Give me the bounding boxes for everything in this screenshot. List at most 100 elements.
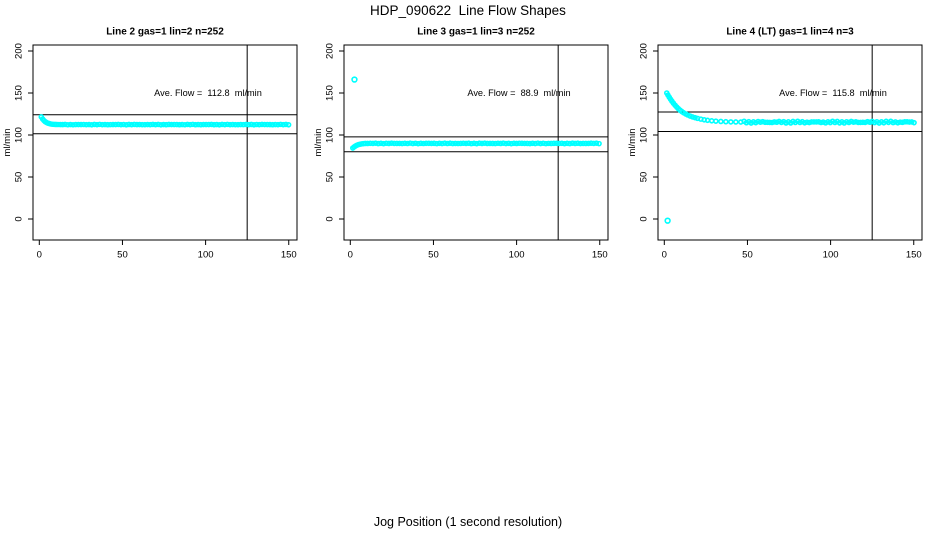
- data-point: [264, 121, 271, 128]
- data-point: [503, 140, 509, 147]
- data-point: [399, 140, 405, 147]
- y-tick-label: 50: [14, 172, 25, 183]
- data-point: [150, 121, 156, 128]
- data-point: [224, 121, 231, 128]
- data-point: [256, 121, 263, 128]
- data-point: [524, 140, 531, 147]
- data-point: [704, 117, 711, 124]
- data-point: [593, 140, 600, 146]
- data-point: [487, 140, 493, 147]
- y-tick-label: 100: [325, 127, 336, 143]
- data-point: [439, 140, 445, 147]
- data-point: [455, 140, 461, 147]
- data-point: [577, 140, 584, 147]
- data-point: [468, 140, 475, 147]
- data-point: [471, 140, 477, 147]
- x-axis-label: Jog Position (1 second resolution): [373, 515, 563, 529]
- data-point: [383, 140, 390, 147]
- data-point: [280, 121, 287, 128]
- data-point: [110, 121, 116, 128]
- y-tick-label: 200: [14, 43, 25, 59]
- data-point: [285, 121, 292, 128]
- data-point: [102, 121, 108, 128]
- data-point: [516, 140, 523, 147]
- data-point: [253, 121, 260, 128]
- data-point: [227, 121, 233, 128]
- data-point: [267, 121, 273, 128]
- data-point: [174, 121, 180, 128]
- y-axis-label: ml/min: [313, 129, 324, 157]
- x-tick-label: 100: [198, 250, 214, 261]
- data-point: [540, 140, 547, 147]
- data-point: [80, 121, 87, 128]
- data-point: [505, 140, 512, 147]
- data-point: [911, 119, 917, 126]
- data-point: [386, 140, 392, 147]
- data-point: [388, 140, 395, 147]
- y-tick-label: 50: [325, 172, 336, 183]
- data-point: [513, 140, 520, 147]
- data-point: [86, 121, 92, 128]
- data-point: [532, 140, 539, 147]
- data-point: [508, 140, 515, 147]
- data-point: [216, 121, 223, 128]
- data-point: [543, 140, 549, 147]
- data-point: [243, 121, 249, 128]
- data-point: [460, 140, 467, 147]
- data-point: [535, 140, 541, 146]
- data-point: [182, 121, 188, 128]
- data-point: [479, 140, 485, 147]
- data-point: [412, 140, 419, 147]
- plot-frame: [343, 44, 609, 241]
- data-point: [131, 121, 138, 128]
- x-tick-label: 0: [37, 250, 42, 261]
- subplot-title: Line 4 (LT) gas=1 lin=4 n=3: [726, 27, 854, 38]
- data-point: [67, 121, 74, 128]
- data-point: [187, 121, 193, 128]
- data-point: [596, 140, 602, 147]
- data-point: [436, 140, 443, 147]
- data-point: [94, 121, 100, 128]
- data-point: [476, 140, 483, 147]
- data-point: [158, 121, 164, 128]
- x-tick-label: 0: [662, 250, 667, 261]
- y-tick-label: 150: [325, 85, 336, 101]
- data-point: [155, 121, 162, 128]
- data-point: [115, 121, 122, 128]
- y-axis-label: ml/min: [2, 129, 13, 157]
- y-tick-label: 0: [639, 216, 650, 221]
- data-point: [251, 122, 257, 128]
- data-point: [378, 140, 384, 147]
- x-tick-label: 50: [742, 250, 753, 261]
- ave-flow-annotation: Ave. Flow = 115.8 ml/min: [779, 88, 887, 98]
- y-tick-label: 150: [639, 85, 650, 101]
- data-point: [197, 121, 204, 128]
- data-point: [232, 121, 239, 128]
- data-point: [166, 121, 172, 128]
- data-point: [152, 121, 159, 128]
- data-point: [473, 140, 480, 147]
- data-point: [78, 121, 84, 128]
- data-point: [139, 121, 146, 128]
- data-point: [88, 121, 95, 128]
- data-point: [192, 121, 199, 128]
- subplot-title: Line 2 gas=1 lin=2 n=252: [106, 27, 224, 38]
- data-point: [452, 140, 459, 147]
- data-point: [580, 140, 586, 147]
- data-point: [692, 114, 698, 121]
- data-point: [500, 140, 507, 146]
- data-point: [107, 121, 114, 128]
- data-point: [229, 121, 236, 128]
- data-point: [91, 121, 98, 128]
- data-point: [441, 140, 448, 146]
- data-point: [136, 121, 143, 128]
- x-tick-label: 0: [348, 250, 353, 261]
- data-point: [59, 121, 66, 128]
- data-point: [447, 140, 453, 147]
- data-point: [407, 140, 413, 146]
- data-point: [718, 118, 724, 125]
- chart-title: HDP_090622 Line Flow Shapes: [370, 3, 566, 18]
- y-tick-label: 200: [325, 43, 336, 59]
- ave-flow-annotation: Ave. Flow = 88.9 ml/min: [467, 88, 570, 98]
